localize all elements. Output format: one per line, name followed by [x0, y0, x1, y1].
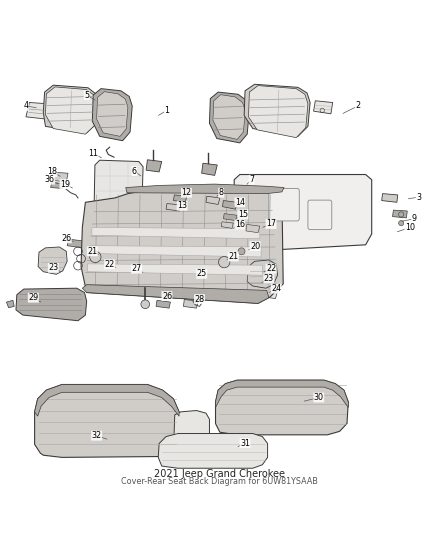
Text: Cover-Rear Seat Back Diagram for 6UW81YSAAB: Cover-Rear Seat Back Diagram for 6UW81YS…: [120, 477, 318, 486]
Polygon shape: [223, 200, 237, 209]
Polygon shape: [38, 247, 67, 274]
Polygon shape: [97, 92, 128, 136]
Polygon shape: [43, 85, 99, 133]
Polygon shape: [54, 172, 68, 182]
Circle shape: [219, 256, 230, 268]
Polygon shape: [101, 264, 118, 272]
Polygon shape: [314, 101, 333, 114]
Polygon shape: [173, 195, 187, 203]
Polygon shape: [248, 86, 308, 138]
Text: 3: 3: [416, 192, 421, 201]
Circle shape: [141, 300, 150, 309]
Text: 4: 4: [24, 101, 28, 110]
Text: 23: 23: [48, 263, 58, 272]
Polygon shape: [26, 102, 49, 119]
Text: 26: 26: [162, 292, 172, 301]
Text: 8: 8: [219, 188, 224, 197]
Text: 22: 22: [266, 264, 276, 273]
Text: 2021 Jeep Grand Cherokee: 2021 Jeep Grand Cherokee: [153, 469, 285, 479]
Polygon shape: [234, 174, 372, 252]
Text: 1: 1: [164, 106, 170, 115]
Polygon shape: [201, 163, 217, 175]
Text: 27: 27: [131, 264, 142, 273]
Text: 21: 21: [228, 252, 238, 261]
Text: 29: 29: [28, 293, 39, 302]
Polygon shape: [81, 185, 283, 303]
Circle shape: [399, 221, 404, 225]
Polygon shape: [215, 380, 348, 435]
Polygon shape: [174, 410, 209, 445]
Polygon shape: [158, 433, 268, 468]
Polygon shape: [35, 384, 179, 416]
Text: 23: 23: [264, 274, 274, 283]
Polygon shape: [146, 160, 162, 172]
Polygon shape: [67, 239, 87, 248]
Polygon shape: [215, 380, 348, 408]
Text: 32: 32: [92, 431, 102, 440]
Polygon shape: [209, 92, 249, 143]
Polygon shape: [156, 300, 170, 308]
Text: 28: 28: [194, 295, 205, 303]
Text: 24: 24: [271, 284, 281, 293]
FancyBboxPatch shape: [269, 188, 299, 221]
Polygon shape: [392, 210, 407, 218]
Polygon shape: [184, 300, 198, 308]
Text: 15: 15: [238, 210, 248, 219]
Polygon shape: [7, 300, 14, 308]
Polygon shape: [90, 246, 261, 257]
Text: 25: 25: [197, 269, 207, 278]
Polygon shape: [51, 183, 63, 188]
Circle shape: [90, 252, 101, 263]
Text: 22: 22: [105, 260, 115, 269]
Polygon shape: [92, 88, 132, 141]
Text: 31: 31: [240, 439, 250, 448]
FancyBboxPatch shape: [308, 200, 332, 230]
Text: 20: 20: [250, 241, 260, 251]
Text: 13: 13: [177, 201, 187, 210]
Circle shape: [238, 248, 245, 255]
Text: 5: 5: [84, 91, 89, 100]
Polygon shape: [381, 193, 398, 203]
Text: 2: 2: [355, 101, 360, 110]
Polygon shape: [126, 184, 284, 193]
Text: 30: 30: [314, 393, 324, 402]
Polygon shape: [35, 384, 179, 457]
Text: 36: 36: [45, 175, 55, 184]
Polygon shape: [166, 279, 201, 289]
Text: 6: 6: [132, 166, 137, 175]
Polygon shape: [221, 222, 233, 228]
Text: 7: 7: [249, 175, 254, 184]
Text: 12: 12: [181, 188, 191, 197]
Text: 26: 26: [61, 234, 71, 243]
Polygon shape: [166, 204, 181, 211]
Circle shape: [399, 212, 404, 217]
Text: 21: 21: [87, 247, 97, 256]
Polygon shape: [258, 289, 278, 298]
Text: 16: 16: [235, 220, 245, 229]
Polygon shape: [223, 214, 237, 221]
Polygon shape: [213, 95, 245, 140]
Polygon shape: [247, 260, 278, 288]
Text: 11: 11: [88, 149, 98, 158]
Polygon shape: [206, 196, 220, 205]
Polygon shape: [46, 87, 97, 134]
Text: 10: 10: [405, 223, 415, 232]
Polygon shape: [16, 288, 87, 321]
Polygon shape: [82, 285, 269, 303]
Polygon shape: [92, 228, 260, 239]
Polygon shape: [88, 264, 262, 275]
Text: 18: 18: [47, 167, 57, 176]
Text: 17: 17: [266, 220, 276, 229]
Polygon shape: [94, 160, 143, 216]
Text: 19: 19: [60, 180, 70, 189]
Polygon shape: [247, 271, 263, 279]
Polygon shape: [244, 84, 310, 136]
Text: 14: 14: [235, 198, 245, 207]
Text: 9: 9: [412, 214, 417, 223]
Polygon shape: [246, 224, 260, 233]
